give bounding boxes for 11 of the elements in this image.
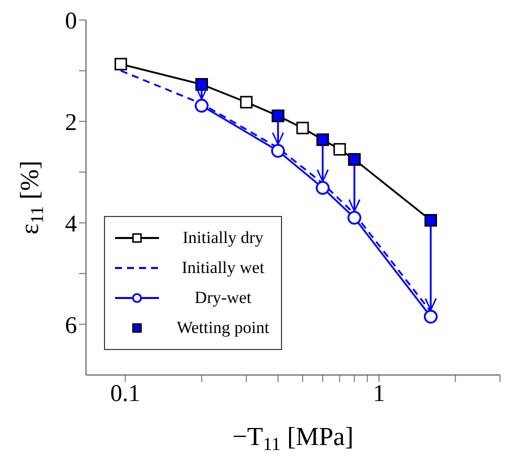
y-tick-label: 6 (65, 312, 77, 339)
x-tick-label: 0.1 (110, 381, 140, 408)
legend-label: Wetting point (176, 318, 270, 338)
x-axis-title: −T$_{11}$ [MPa] (232, 422, 354, 454)
y-tick-label: 4 (65, 211, 77, 238)
y-tick-label: 2 (65, 110, 77, 136)
legend-label: Initially wet (180, 258, 266, 278)
y-tick-label: 0 (65, 8, 77, 35)
x-tick-label: 1 (372, 381, 385, 408)
legend-label: Initially dry (182, 228, 264, 248)
legend-label: Dry-wet (194, 288, 252, 308)
